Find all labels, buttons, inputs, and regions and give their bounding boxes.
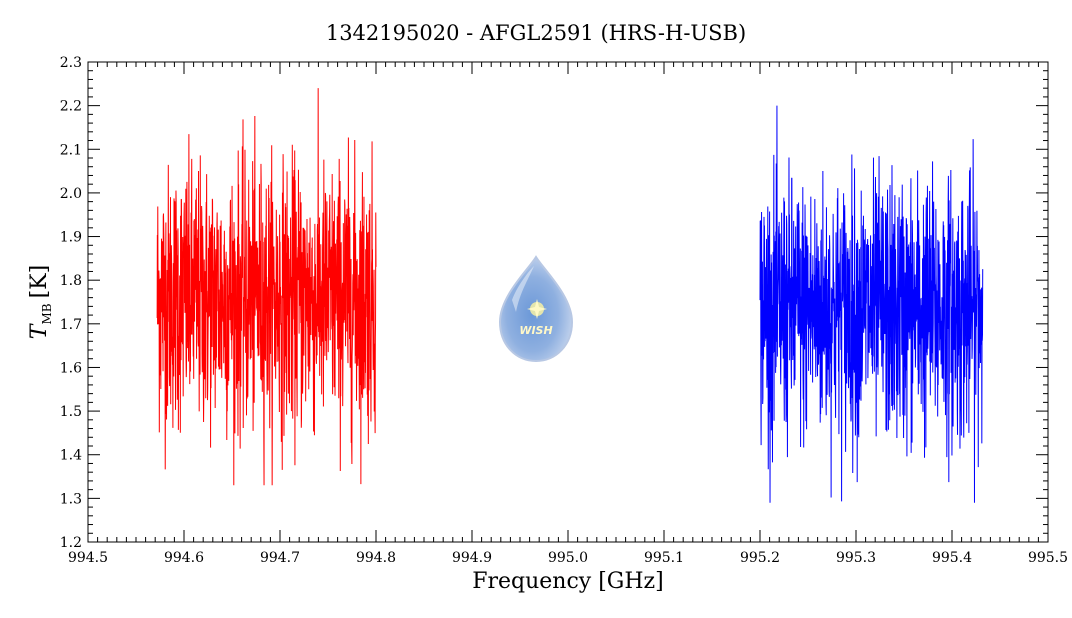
x-tick-label: 995.5 bbox=[1028, 550, 1068, 566]
star-icon bbox=[527, 299, 547, 319]
x-tick-label: 995.3 bbox=[836, 550, 876, 566]
y-tick-label: 1.7 bbox=[60, 317, 82, 333]
y-axis-label: TMB [K] bbox=[27, 265, 54, 339]
drop-highlight bbox=[512, 266, 534, 312]
y-axis-unit: [K] bbox=[27, 265, 52, 299]
y-tick-label: 2.3 bbox=[60, 55, 82, 71]
spectrum-series-2 bbox=[759, 105, 984, 503]
y-axis-subscript: MB bbox=[40, 303, 54, 324]
y-tick-label: 1.4 bbox=[60, 448, 82, 464]
x-tick-labels: 994.5 994.6 994.7 994.8 994.9 995.0 995.1 995.2… bbox=[68, 550, 1068, 566]
y-tick-label: 1.8 bbox=[60, 273, 82, 289]
y-tick-label: 2.0 bbox=[60, 186, 82, 202]
x-tick-label: 994.9 bbox=[452, 550, 492, 566]
x-tick-label: 995.2 bbox=[740, 550, 780, 566]
x-axis-label: Frequency [GHz] bbox=[472, 569, 664, 594]
logo-text: WISH bbox=[519, 324, 552, 337]
y-axis-symbol: T bbox=[27, 322, 52, 339]
x-tick-label: 995.4 bbox=[932, 550, 972, 566]
x-tick-label: 994.5 bbox=[68, 550, 108, 566]
svg-text:TMB[K]: TMB [K] bbox=[27, 265, 54, 339]
y-tick-label: 2.1 bbox=[60, 142, 82, 158]
wish-logo: WISH bbox=[498, 255, 574, 363]
y-tick-label: 1.5 bbox=[60, 404, 82, 420]
y-tick-label: 2.2 bbox=[60, 99, 82, 115]
x-tick-label: 994.7 bbox=[260, 550, 300, 566]
ticks-layer bbox=[87, 61, 1049, 543]
x-tick-label: 994.8 bbox=[356, 550, 396, 566]
y-tick-label: 1.6 bbox=[60, 360, 82, 376]
chart-title: 1342195020 - AFGL2591 (HRS-H-USB) bbox=[326, 21, 746, 45]
x-tick-label: 994.6 bbox=[164, 550, 204, 566]
spectrum-series-1 bbox=[156, 88, 377, 486]
series-layer bbox=[156, 88, 984, 503]
x-tick-label: 995.0 bbox=[548, 550, 588, 566]
y-tick-labels: 1.2 1.3 1.4 1.5 1.6 1.7 1.8 1.9 2.0 2.1 2.2 2.3 bbox=[60, 55, 82, 551]
y-tick-label: 1.9 bbox=[60, 230, 82, 246]
y-tick-label: 1.3 bbox=[60, 491, 82, 507]
x-tick-label: 995.1 bbox=[644, 550, 684, 566]
y-tick-label: 1.2 bbox=[60, 535, 82, 551]
